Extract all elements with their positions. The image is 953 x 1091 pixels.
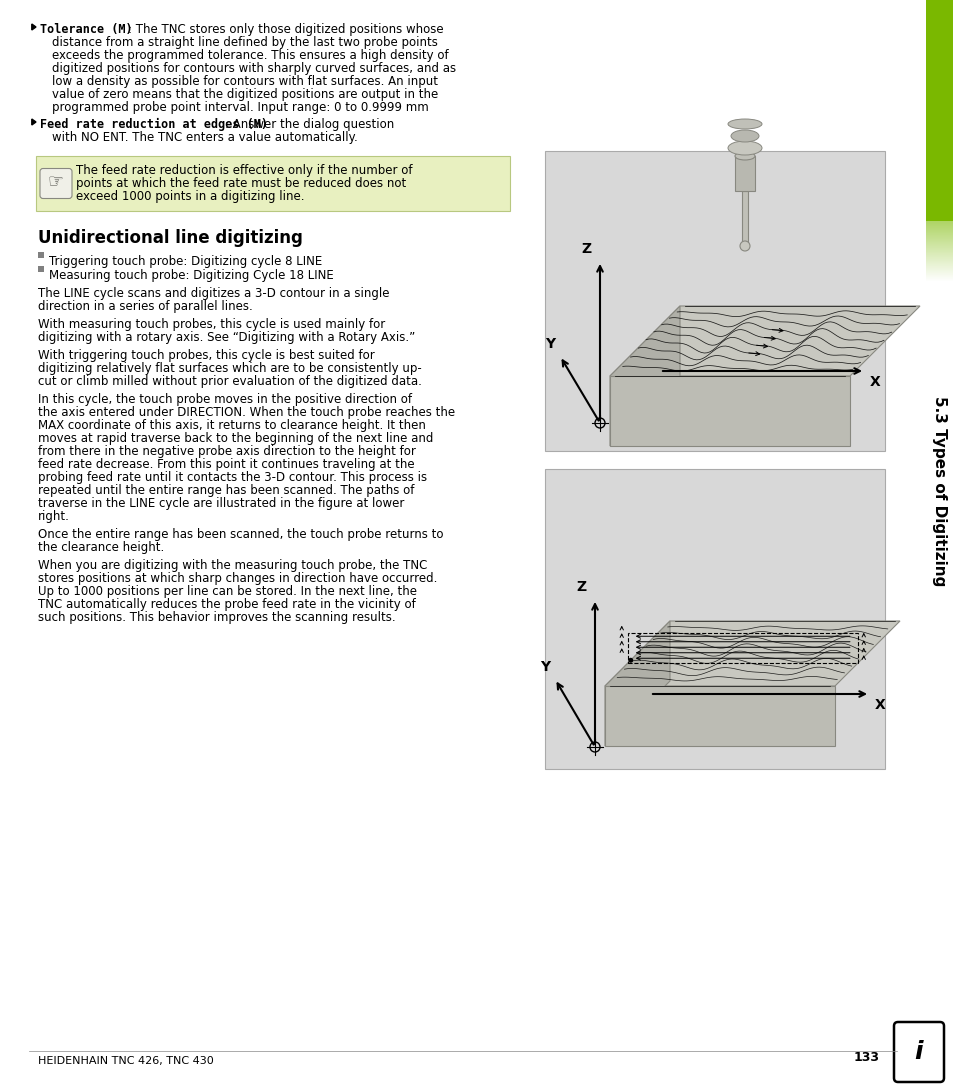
Text: HEIDENHAIN TNC 426, TNC 430: HEIDENHAIN TNC 426, TNC 430: [38, 1056, 213, 1066]
Bar: [544, 469, 884, 769]
Text: Z: Z: [577, 580, 586, 594]
Polygon shape: [604, 686, 834, 746]
Bar: [734, 156, 754, 191]
Ellipse shape: [727, 141, 761, 155]
Text: digitizing relatively flat surfaces which are to be consistently up-: digitizing relatively flat surfaces whic…: [38, 362, 421, 375]
Text: direction in a series of parallel lines.: direction in a series of parallel lines.: [38, 300, 253, 313]
Text: Tolerance (M): Tolerance (M): [40, 23, 132, 36]
Text: such positions. This behavior improves the scanning results.: such positions. This behavior improves t…: [38, 611, 395, 624]
Text: With measuring touch probes, this cycle is used mainly for: With measuring touch probes, this cycle …: [38, 317, 385, 331]
Text: from there in the negative probe axis direction to the height for: from there in the negative probe axis di…: [38, 445, 416, 458]
Ellipse shape: [734, 152, 754, 160]
Text: feed rate decrease. From this point it continues traveling at the: feed rate decrease. From this point it c…: [38, 458, 415, 471]
Text: The feed rate reduction is effective only if the number of: The feed rate reduction is effective onl…: [76, 164, 412, 177]
Text: : The TNC stores only those digitized positions whose: : The TNC stores only those digitized po…: [128, 23, 443, 36]
Polygon shape: [609, 376, 849, 446]
Text: When you are digitizing with the measuring touch probe, the TNC: When you are digitizing with the measuri…: [38, 559, 427, 572]
Polygon shape: [604, 621, 899, 686]
Bar: [627, 633, 857, 663]
FancyBboxPatch shape: [40, 168, 71, 199]
Text: digitizing with a rotary axis. See “Digitizing with a Rotary Axis.”: digitizing with a rotary axis. See “Digi…: [38, 331, 415, 344]
Text: 5.3 Types of Digitizing: 5.3 Types of Digitizing: [931, 396, 946, 586]
Text: cut or climb milled without prior evaluation of the digitized data.: cut or climb milled without prior evalua…: [38, 375, 421, 388]
Text: With triggering touch probes, this cycle is best suited for: With triggering touch probes, this cycle…: [38, 349, 375, 362]
Text: exceed 1000 points in a digitizing line.: exceed 1000 points in a digitizing line.: [76, 190, 304, 203]
Text: Unidirectional line digitizing: Unidirectional line digitizing: [38, 229, 302, 247]
Text: 133: 133: [853, 1051, 879, 1064]
Text: moves at rapid traverse back to the beginning of the next line and: moves at rapid traverse back to the begi…: [38, 432, 433, 445]
Text: probing feed rate until it contacts the 3-D contour. This process is: probing feed rate until it contacts the …: [38, 471, 427, 484]
Polygon shape: [609, 305, 919, 376]
Text: the axis entered under DIRECTION. When the touch probe reaches the: the axis entered under DIRECTION. When t…: [38, 406, 455, 419]
Bar: [38, 252, 44, 257]
Text: i: i: [914, 1040, 923, 1064]
Polygon shape: [31, 24, 36, 29]
Ellipse shape: [727, 119, 761, 129]
Text: the clearance height.: the clearance height.: [38, 541, 164, 554]
FancyBboxPatch shape: [893, 1022, 943, 1082]
Text: stores positions at which sharp changes in direction have occurred.: stores positions at which sharp changes …: [38, 572, 436, 585]
Text: repeated until the entire range has been scanned. The paths of: repeated until the entire range has been…: [38, 484, 414, 497]
Text: Measuring touch probe: Digitizing Cycle 18 LINE: Measuring touch probe: Digitizing Cycle …: [49, 269, 334, 281]
Text: In this cycle, the touch probe moves in the positive direction of: In this cycle, the touch probe moves in …: [38, 393, 412, 406]
Text: Y: Y: [544, 337, 555, 351]
Text: digitized positions for contours with sharply curved surfaces, and as: digitized positions for contours with sh…: [52, 62, 456, 75]
Bar: [38, 266, 44, 272]
Text: X: X: [874, 698, 884, 712]
Text: Once the entire range has been scanned, the touch probe returns to: Once the entire range has been scanned, …: [38, 528, 443, 541]
Text: ☞: ☞: [48, 172, 64, 191]
Bar: [544, 151, 884, 451]
Text: right.: right.: [38, 509, 70, 523]
Text: distance from a straight line defined by the last two probe points: distance from a straight line defined by…: [52, 36, 437, 49]
Text: traverse in the LINE cycle are illustrated in the figure at lower: traverse in the LINE cycle are illustrat…: [38, 497, 404, 509]
Ellipse shape: [730, 130, 759, 142]
Text: The LINE cycle scans and digitizes a 3-D contour in a single: The LINE cycle scans and digitizes a 3-D…: [38, 287, 389, 300]
Text: with NO ENT. The TNC enters a value automatically.: with NO ENT. The TNC enters a value auto…: [52, 131, 357, 144]
Circle shape: [628, 658, 633, 662]
Text: Y: Y: [539, 660, 550, 674]
Text: MAX coordinate of this axis, it returns to clearance height. It then: MAX coordinate of this axis, it returns …: [38, 419, 425, 432]
Polygon shape: [609, 305, 679, 446]
Text: Feed rate reduction at edges (M): Feed rate reduction at edges (M): [40, 118, 268, 131]
Text: TNC automatically reduces the probe feed rate in the vicinity of: TNC automatically reduces the probe feed…: [38, 598, 416, 611]
Bar: [741, 191, 747, 245]
Text: value of zero means that the digitized positions are output in the: value of zero means that the digitized p…: [52, 88, 437, 101]
Polygon shape: [604, 621, 669, 746]
Bar: [925, 0, 953, 221]
Text: Z: Z: [581, 242, 592, 256]
Text: exceeds the programmed tolerance. This ensures a high density of: exceeds the programmed tolerance. This e…: [52, 49, 448, 62]
Text: Triggering touch probe: Digitizing cycle 8 LINE: Triggering touch probe: Digitizing cycle…: [49, 255, 322, 268]
Text: Up to 1000 positions per line can be stored. In the next line, the: Up to 1000 positions per line can be sto…: [38, 585, 416, 598]
Text: : Answer the dialog question: : Answer the dialog question: [225, 118, 394, 131]
Text: points at which the feed rate must be reduced does not: points at which the feed rate must be re…: [76, 177, 406, 190]
Bar: [36, 156, 510, 211]
Polygon shape: [31, 119, 36, 125]
Text: programmed probe point interval. Input range: 0 to 0.9999 mm: programmed probe point interval. Input r…: [52, 101, 428, 113]
Circle shape: [740, 241, 749, 251]
Text: X: X: [869, 375, 880, 389]
Text: low a density as possible for contours with flat surfaces. An input: low a density as possible for contours w…: [52, 75, 437, 88]
